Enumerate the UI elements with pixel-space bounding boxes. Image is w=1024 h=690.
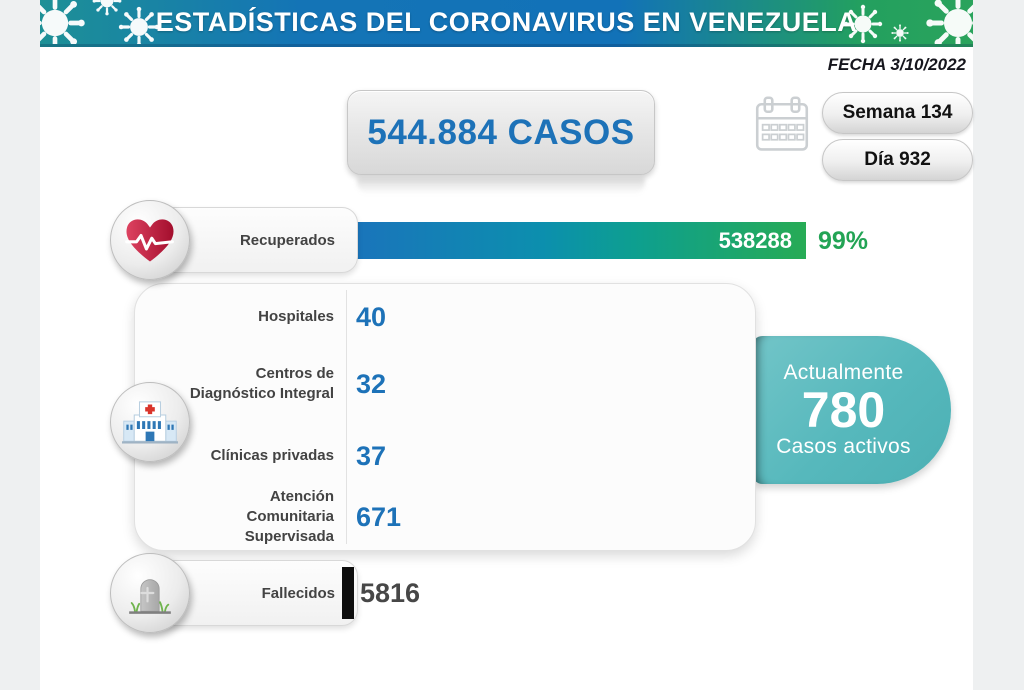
active-cases-count: 780	[801, 382, 886, 438]
facility-label: Atención Comunitaria Supervisada	[244, 487, 334, 546]
facility-row: Centros de Diagnóstico Integral 32	[135, 356, 755, 412]
facility-value: 671	[356, 501, 402, 532]
title-banner: ESTADÍSTICAS DEL CORONAVIRUS EN VENEZUEL…	[40, 0, 973, 47]
facility-row: Atención Comunitaria Supervisada 671	[135, 484, 755, 550]
page-title: ESTADÍSTICAS DEL CORONAVIRUS EN VENEZUEL…	[155, 6, 858, 37]
recovered-bar: 538288	[352, 222, 806, 259]
panel-divider	[346, 290, 347, 544]
recovered-label: Recuperados	[239, 231, 335, 249]
day-badge: Día 932	[822, 139, 973, 181]
facility-value: 40	[356, 301, 387, 332]
recovered-percent: 99%	[818, 227, 869, 255]
facility-label: Clínicas privadas	[210, 446, 334, 464]
heart-pulse-icon	[110, 200, 190, 280]
facility-label: Hospitales	[258, 307, 334, 325]
total-cases-value: 544.884 CASOS	[367, 112, 635, 152]
total-cases-box: 544.884 CASOS	[347, 90, 655, 175]
recovered-count: 538288	[718, 227, 792, 253]
virus-icon	[925, 0, 973, 47]
total-cases-reflection	[357, 178, 645, 194]
left-margin-band	[0, 0, 40, 690]
tombstone-icon	[110, 553, 190, 633]
facility-value: 32	[356, 368, 387, 399]
deceased-label: Fallecidos	[261, 584, 335, 602]
right-margin-band	[973, 0, 1024, 690]
hospital-icon	[110, 382, 190, 462]
deceased-bar	[342, 567, 354, 619]
active-cases-caption-top: Actualmente	[783, 361, 904, 384]
deceased-count: 5816	[360, 578, 421, 608]
virus-icon	[118, 6, 160, 44]
facility-value: 37	[356, 440, 387, 471]
calendar-icon	[755, 96, 809, 151]
week-badge: Semana 134	[822, 92, 973, 134]
facility-label: Centros de Diagnóstico Integral	[189, 364, 334, 402]
active-cases-caption-bottom: Casos activos	[776, 435, 911, 458]
virus-icon	[891, 24, 909, 42]
facilities-panel: Hospitales 40 Centros de Diagnóstico Int…	[134, 283, 756, 551]
facility-row: Clínicas privadas 37	[135, 428, 755, 484]
date-label: FECHA 3/10/2022	[827, 55, 966, 74]
virus-icon	[40, 0, 86, 47]
facility-row: Hospitales 40	[135, 289, 755, 345]
virus-icon	[843, 4, 883, 44]
active-cases-badge: Actualmente 780 Casos activos	[752, 336, 951, 484]
